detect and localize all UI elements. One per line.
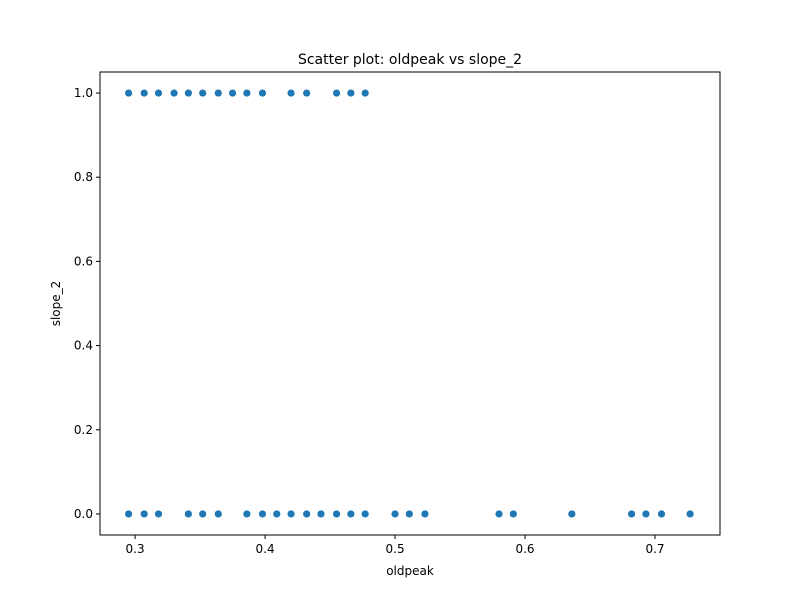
- data-point: [243, 510, 251, 518]
- y-tick-label: 1.0: [74, 86, 93, 100]
- data-point: [347, 89, 355, 97]
- y-tick-label: 0.4: [74, 339, 93, 353]
- x-tick-label: 0.6: [515, 542, 534, 556]
- data-point: [303, 89, 311, 97]
- data-point: [273, 510, 281, 518]
- x-tick-label: 0.5: [386, 542, 405, 556]
- data-point: [509, 510, 517, 518]
- data-point: [199, 510, 207, 518]
- data-point: [124, 510, 133, 518]
- data-point: [317, 510, 325, 518]
- data-point: [154, 510, 163, 518]
- x-tick-label: 0.4: [256, 542, 275, 556]
- data-point: [686, 510, 694, 518]
- data-point: [287, 510, 295, 518]
- data-point: [421, 510, 429, 518]
- x-tick-label: 0.7: [645, 542, 664, 556]
- data-point: [332, 89, 341, 97]
- data-point: [361, 510, 369, 518]
- y-tick-label: 0.6: [74, 254, 93, 268]
- data-point: [140, 510, 148, 518]
- data-point: [140, 89, 148, 97]
- data-point: [214, 89, 222, 97]
- data-point: [170, 89, 178, 97]
- data-point: [642, 510, 650, 518]
- data-point: [184, 89, 192, 97]
- data-point: [405, 510, 413, 518]
- y-tick-label: 0.2: [74, 423, 93, 437]
- data-point: [495, 510, 503, 518]
- data-point: [287, 89, 295, 97]
- data-point: [154, 89, 163, 97]
- data-point: [657, 510, 666, 518]
- y-axis-ticks: 0.0 0.2 0.4 0.6 0.8 1.0: [74, 86, 100, 521]
- data-point: [258, 510, 267, 518]
- y-tick-label: 0.8: [74, 170, 93, 184]
- data-point: [199, 89, 207, 97]
- data-point: [303, 510, 311, 518]
- x-axis-ticks: 0.3 0.4 0.5 0.6 0.7: [126, 535, 665, 556]
- chart-title: Scatter plot: oldpeak vs slope_2: [298, 52, 522, 68]
- data-point: [391, 510, 399, 518]
- data-point: [258, 89, 267, 97]
- x-tick-label: 0.3: [126, 542, 145, 556]
- data-point: [361, 89, 369, 97]
- y-axis-label: slope_2: [49, 281, 63, 327]
- data-point: [214, 510, 222, 518]
- data-point: [347, 510, 355, 518]
- data-point: [228, 89, 237, 97]
- data-point: [332, 510, 341, 518]
- y-tick-label: 0.0: [74, 507, 93, 521]
- data-point: [628, 510, 636, 518]
- plot-area-frame: [99, 71, 721, 536]
- data-points: [124, 89, 694, 518]
- data-point: [568, 510, 576, 518]
- data-point: [243, 89, 251, 97]
- x-axis-label: oldpeak: [386, 564, 434, 578]
- data-point: [184, 510, 192, 518]
- data-point: [124, 89, 133, 97]
